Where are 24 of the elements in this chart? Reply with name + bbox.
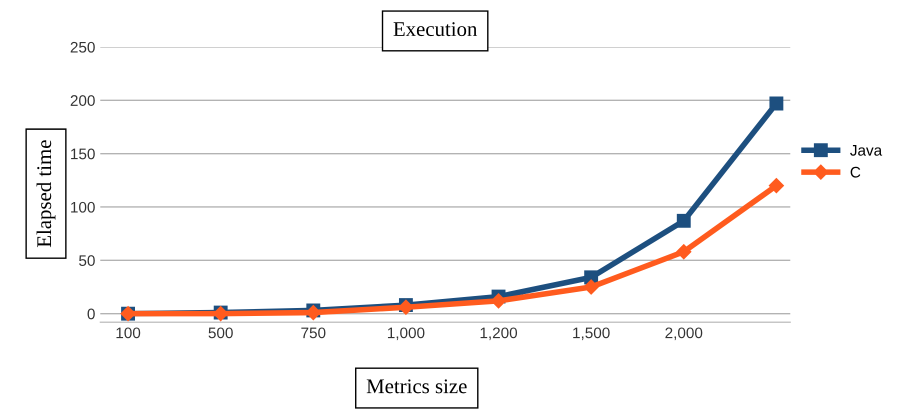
point [676, 244, 692, 260]
point [769, 96, 784, 110]
point [584, 279, 599, 295]
legend-label: C [850, 166, 860, 178]
y-axis-title: Elapsed time [36, 140, 56, 248]
y-tick-label: 250 [70, 42, 95, 53]
x-axis-title: Metrics size [366, 379, 467, 394]
y-tick-label: 100 [71, 202, 95, 213]
x-tick-label: 2,000 [665, 327, 702, 340]
point [768, 178, 784, 194]
y-tick-label: 50 [79, 255, 95, 266]
x-tick-label: 100 [116, 327, 140, 338]
chart-title: Execution [394, 22, 478, 36]
point [676, 214, 691, 228]
point [398, 300, 414, 315]
x-tick-label: 1,200 [480, 327, 518, 340]
legend-label: Java [850, 145, 882, 156]
x-tick-label: 1,000 [388, 327, 424, 340]
x-tick-label: 750 [301, 327, 326, 338]
y-tick-label: 150 [71, 148, 95, 160]
x-tick-label: 1,500 [573, 327, 610, 340]
x-tick-label: 500 [208, 327, 233, 338]
y-tick-label: 200 [70, 95, 95, 106]
y-tick-label: 0 [88, 308, 95, 320]
